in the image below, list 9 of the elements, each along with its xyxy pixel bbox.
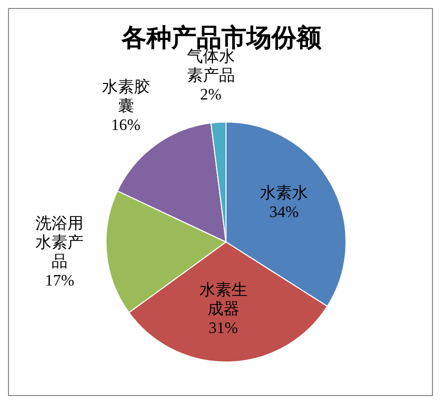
data-label: 2% xyxy=(200,86,222,103)
slice-label: 水素水 xyxy=(260,183,308,202)
slice-label: 水素胶囊 xyxy=(102,77,150,114)
data-label: 16% xyxy=(111,116,140,134)
data-label: 17% xyxy=(45,272,74,290)
data-label: 31% xyxy=(208,319,238,336)
data-label: 34% xyxy=(269,203,299,220)
slice-label: 水素生成器 xyxy=(199,280,248,318)
slice-label: 洗浴用水素产品 xyxy=(36,214,84,270)
